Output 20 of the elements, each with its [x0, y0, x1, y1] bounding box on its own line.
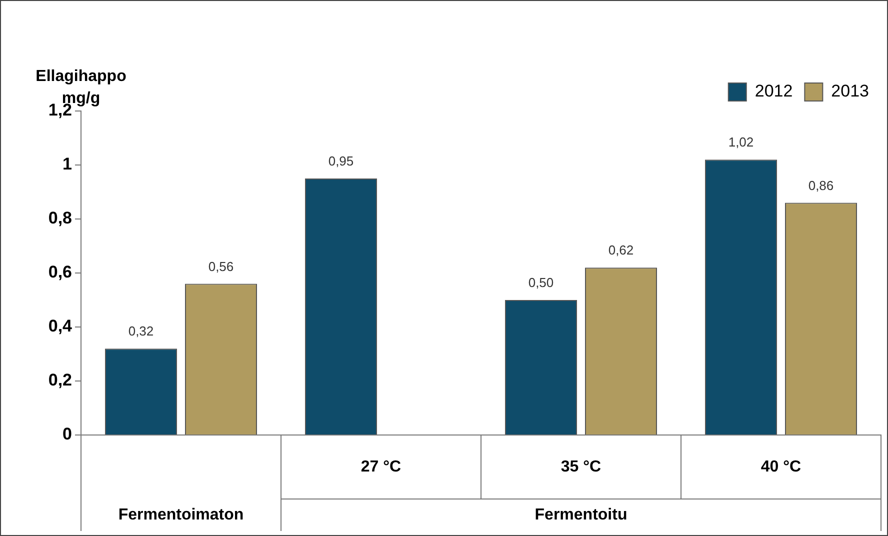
- y-tick-label: 0,6: [48, 262, 72, 282]
- x-tick-label: 40 °C: [760, 458, 802, 476]
- data-label: 0,32: [128, 324, 154, 339]
- legend-label: 2013: [831, 82, 870, 101]
- data-label: 0,50: [528, 275, 554, 290]
- data-label: 0,86: [808, 178, 834, 193]
- data-label: 0,56: [208, 258, 234, 274]
- y-tick-label: 0,2: [48, 370, 72, 390]
- x-tick-label: 35 °C: [560, 458, 602, 476]
- data-label: 1,02: [728, 134, 754, 150]
- text: Fermentoitu: [534, 506, 628, 524]
- y-tick-label: 0: [62, 424, 72, 444]
- y-tick-label: 0,8: [48, 208, 72, 228]
- y-tick-label: 1: [62, 154, 72, 174]
- y-tick-label: 0,4: [48, 316, 73, 336]
- data-label: 0,95: [328, 154, 354, 169]
- text: Fermentoimaton: [118, 506, 244, 524]
- data-label: 0,62: [608, 242, 634, 258]
- x-tick-label: 27 °C: [360, 458, 402, 476]
- legend-label: 2012: [754, 82, 793, 101]
